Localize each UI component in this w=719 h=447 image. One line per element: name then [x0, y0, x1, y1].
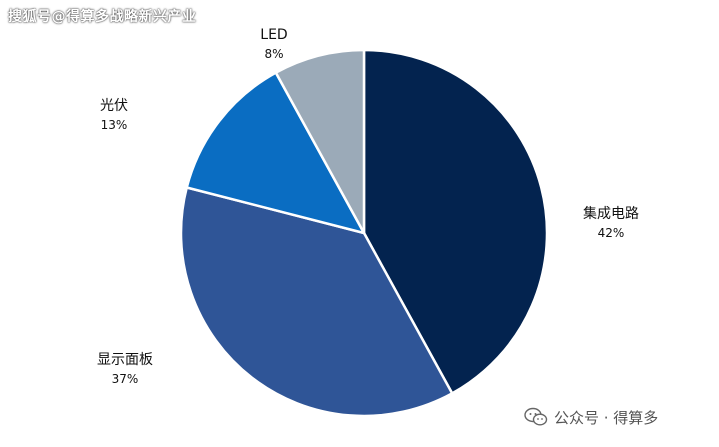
- watermark-bottom: 公众号 · 得算多: [524, 404, 658, 430]
- slice-display: [179, 186, 454, 418]
- slice-pct-display: 37%: [111, 372, 139, 386]
- slice-pct-pv: 13%: [100, 118, 128, 132]
- slice-label-pv: 光伏 13%: [82, 97, 146, 135]
- slice-ic: [362, 48, 549, 395]
- slice-pct-led: 8%: [264, 47, 284, 61]
- slice-name-ic: 集成电路: [583, 206, 639, 222]
- wechat-icon: [524, 407, 548, 426]
- slice-label-led: LED 8%: [246, 26, 302, 64]
- slice-name-led: LED: [260, 27, 288, 43]
- slice-led: [274, 48, 366, 235]
- slice-label-display: 显示面板 37%: [82, 351, 168, 389]
- slice-name-display: 显示面板: [97, 352, 153, 368]
- slice-pv: [185, 71, 366, 235]
- watermark-top: 搜狐号@得算多战略新兴产业: [8, 9, 197, 25]
- slice-label-ic: 集成电路 42%: [568, 205, 654, 243]
- slice-name-pv: 光伏: [100, 98, 128, 114]
- slice-pct-ic: 42%: [597, 226, 625, 240]
- watermark-bottom-text: 公众号 · 得算多: [554, 408, 659, 427]
